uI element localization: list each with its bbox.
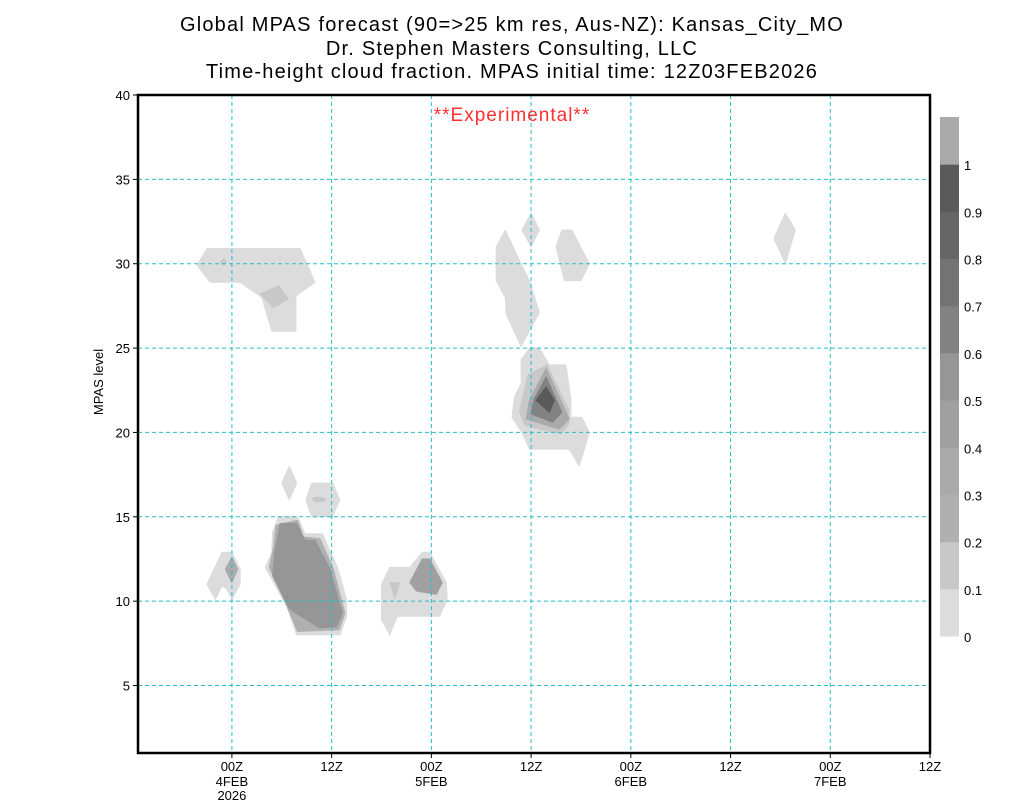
colorbar-swatch [940,258,959,307]
colorbar-swatch [940,400,959,448]
colorbar-label: 0 [964,630,971,645]
x-tick-label: 4FEB [216,774,249,789]
y-tick-label: 5 [123,679,130,694]
cloud-contour [495,229,540,347]
colorbar-swatch [940,352,959,401]
colorbar-swatch [940,494,959,543]
cloud-feature-upper-cloud-12z [495,229,540,347]
y-tick-label: 30 [116,257,130,272]
cloud-feature-upper-left-cloud [196,248,316,332]
cloud-contour [281,465,298,501]
cloud-feature-low-cloud-0z5feb [381,551,448,636]
cloud-contour [312,496,327,503]
colorbar-swatch [940,447,959,495]
x-tick-label: 00Z [620,759,642,774]
colorbar-label: 0.3 [964,488,982,503]
plot-frame [136,93,932,755]
y-tick-label: 40 [116,88,130,103]
grid-lines [138,95,930,753]
x-tick-label: 12Z [320,759,342,774]
cloud-contour [219,258,228,266]
experimental-annotation: **Experimental** [434,105,590,126]
colorbar-label: 0.4 [964,441,982,456]
cloud-contour [555,229,590,282]
title-line-1: Global MPAS forecast (90=>25 km res, Aus… [179,14,845,36]
y-axis-ticks: 5 10 15 20 25 30 35 40 [116,88,138,694]
colorbar-swatch [940,117,959,165]
y-tick-label: 25 [116,341,130,356]
x-tick-label: 6FEB [615,774,648,789]
x-tick-label: 12Z [520,759,542,774]
cloud-feature-mid-cloud-core [511,347,590,467]
colorbar-label: 0.5 [964,394,982,409]
x-tick-label: 00Z [819,759,841,774]
x-tick-label: 12Z [919,759,941,774]
cloud-contour [196,248,316,332]
cloud-contour [272,523,343,629]
cloud-contour [259,285,289,309]
x-tick-label: 00Z [221,759,243,774]
y-tick-label: 10 [116,594,130,609]
cloud-feature-mid-cloud-hexagon [305,482,341,518]
y-tick-label: 20 [116,425,130,440]
colorbar: 0 0.1 0.2 0.3 0.4 0.5 0.6 0.7 0.8 0.9 1 [940,117,982,645]
x-tick-label: 2026 [217,788,246,800]
colorbar-swatch [940,541,959,590]
colorbar-label: 0.8 [964,253,982,268]
cloud-contour [773,212,796,265]
colorbar-label: 0.7 [964,300,982,315]
y-tick-label: 35 [116,172,130,187]
x-tick-label: 5FEB [415,774,448,789]
colorbar-label: 1 [964,158,971,173]
colorbar-label: 0.9 [964,205,982,220]
colorbar-swatch [940,588,959,637]
y-tick-label: 15 [116,510,130,525]
colorbar-swatch [940,164,959,212]
colorbar-label: 0.1 [964,583,982,598]
cloud-feature-mid-cloud-diamond [281,465,298,501]
x-tick-label: 12Z [719,759,741,774]
cloud-feature-low-cloud-0z4feb [206,551,241,600]
colorbar-swatch [940,305,959,354]
title-line-2: Dr. Stephen Masters Consulting, LLC [325,38,699,60]
x-tick-label: 00Z [420,759,442,774]
cloud-fraction-contours [196,212,796,636]
title-line-3: Time-height cloud fraction. MPAS initial… [205,61,819,83]
colorbar-swatch [940,211,959,260]
cloud-contour [224,556,239,584]
x-tick-label: 7FEB [814,774,847,789]
cloud-contour [409,558,443,595]
colorbar-label: 0.6 [964,347,982,362]
colorbar-label: 0.2 [964,536,982,551]
cloud-feature-upper-cloud-hexagon [555,229,590,282]
cloud-contour [389,582,401,599]
cloud-feature-low-cloud-main [264,516,348,636]
cloud-feature-far-right-cloud [773,212,796,265]
cloud-contour [535,386,555,413]
y-axis-label: MPAS level [91,349,106,415]
